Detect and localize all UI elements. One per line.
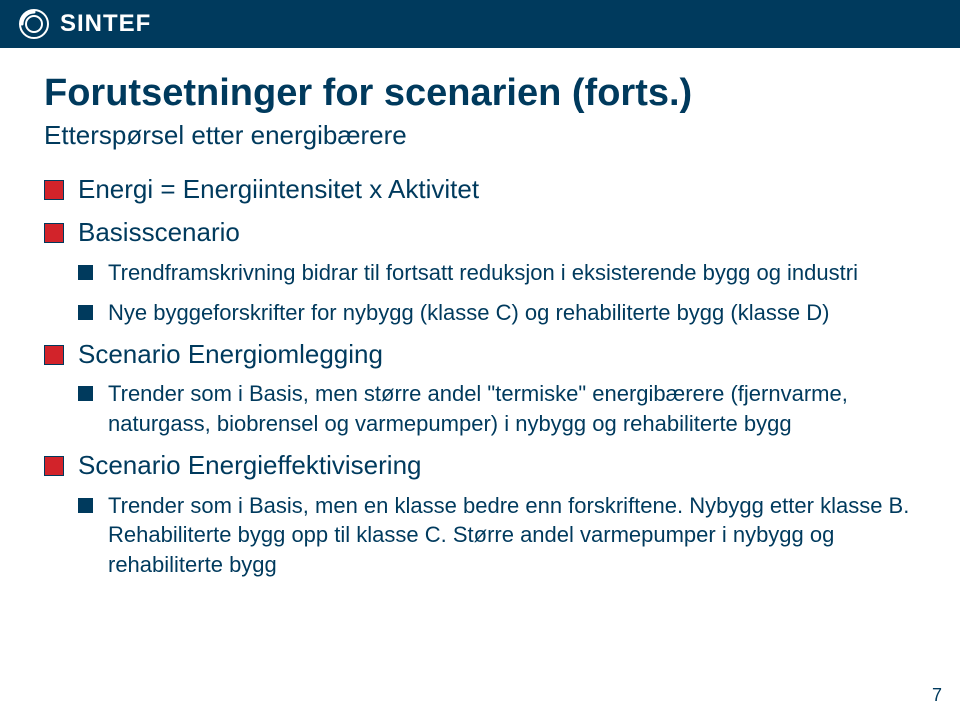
list-item: Nye byggeforskrifter for nybygg (klasse … (78, 298, 916, 328)
bullet-sublist: Trender som i Basis, men en klasse bedre… (78, 491, 916, 580)
slide-content: Forutsetninger for scenarien (forts.) Et… (0, 48, 960, 580)
slide-title: Forutsetninger for scenarien (forts.) (44, 72, 916, 116)
list-item: Energi = Energiintensitet x Aktivitet (44, 173, 916, 207)
brand-name: SINTEF (60, 10, 151, 38)
list-item: Scenario Energiomlegging Trender som i B… (44, 338, 916, 439)
bullet-text: Trendframskrivning bidrar til fortsatt r… (108, 260, 858, 285)
page-number: 7 (932, 685, 942, 706)
bullet-text: Energi = Energiintensitet x Aktivitet (78, 174, 479, 204)
list-item: Trendframskrivning bidrar til fortsatt r… (78, 258, 916, 288)
bullet-list: Energi = Energiintensitet x Aktivitet Ba… (44, 173, 916, 580)
bullet-sublist: Trendframskrivning bidrar til fortsatt r… (78, 258, 916, 327)
list-item: Basisscenario Trendframskrivning bidrar … (44, 216, 916, 327)
list-item: Scenario Energieffektivisering Trender s… (44, 449, 916, 580)
header-bar: SINTEF (0, 0, 960, 48)
slide-subtitle: Etterspørsel etter energibærere (44, 120, 916, 151)
bullet-text: Scenario Energiomlegging (78, 339, 383, 369)
brand-logo: SINTEF (18, 8, 151, 40)
bullet-text: Nye byggeforskrifter for nybygg (klasse … (108, 300, 829, 325)
bullet-text: Trender som i Basis, men større andel "t… (108, 381, 848, 436)
brand-mark-icon (18, 8, 50, 40)
bullet-text: Basisscenario (78, 217, 240, 247)
list-item: Trender som i Basis, men større andel "t… (78, 379, 916, 438)
bullet-text: Scenario Energieffektivisering (78, 450, 421, 480)
list-item: Trender som i Basis, men en klasse bedre… (78, 491, 916, 580)
bullet-text: Trender som i Basis, men en klasse bedre… (108, 493, 909, 577)
bullet-sublist: Trender som i Basis, men større andel "t… (78, 379, 916, 438)
